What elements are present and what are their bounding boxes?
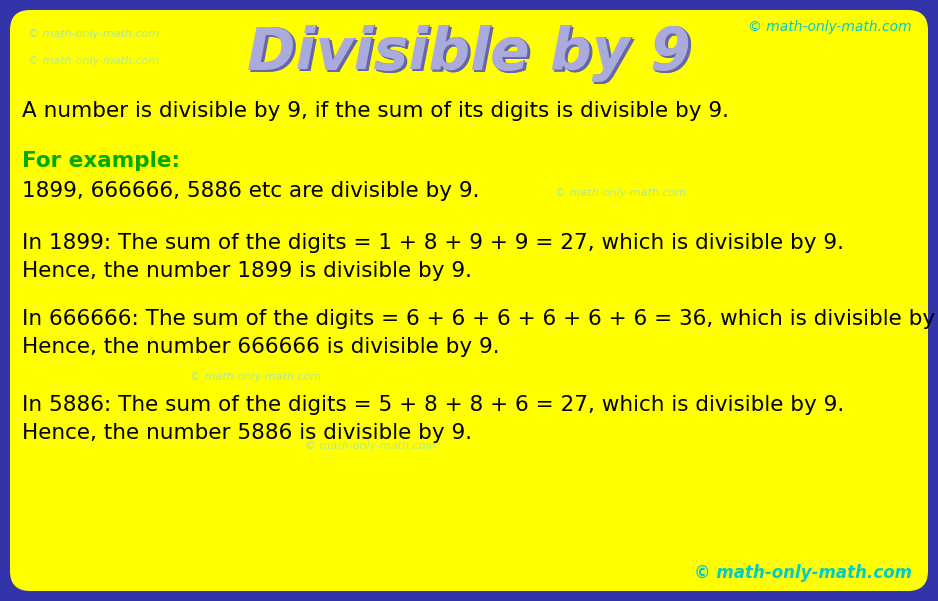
Text: © math-only-math.com: © math-only-math.com — [190, 372, 321, 382]
Text: In 5886: The sum of the digits = 5 + 8 + 8 + 6 = 27, which is divisible by 9.: In 5886: The sum of the digits = 5 + 8 +… — [22, 395, 844, 415]
Text: Divisible by 9: Divisible by 9 — [249, 25, 692, 82]
Text: Divisible by 9: Divisible by 9 — [250, 28, 694, 85]
Text: Hence, the number 666666 is divisible by 9.: Hence, the number 666666 is divisible by… — [22, 337, 500, 357]
Text: In 666666: The sum of the digits = 6 + 6 + 6 + 6 + 6 + 6 = 36, which is divisibl: In 666666: The sum of the digits = 6 + 6… — [22, 309, 938, 329]
Text: For example:: For example: — [22, 151, 180, 171]
Text: 1899, 666666, 5886 etc are divisible by 9.: 1899, 666666, 5886 etc are divisible by … — [22, 181, 479, 201]
Text: © math-only-math.com: © math-only-math.com — [28, 29, 159, 39]
Text: © math-only-math.com: © math-only-math.com — [694, 564, 912, 582]
FancyBboxPatch shape — [10, 10, 928, 591]
Text: © math-only-math.com: © math-only-math.com — [555, 188, 687, 198]
Text: Divisible by 9: Divisible by 9 — [250, 26, 693, 84]
Text: Hence, the number 5886 is divisible by 9.: Hence, the number 5886 is divisible by 9… — [22, 423, 472, 443]
Text: Hence, the number 1899 is divisible by 9.: Hence, the number 1899 is divisible by 9… — [22, 261, 472, 281]
Text: Divisible by 9: Divisible by 9 — [247, 25, 691, 82]
Text: © math-only-math.com: © math-only-math.com — [305, 441, 436, 451]
Text: © math-only-math.com: © math-only-math.com — [749, 20, 912, 34]
Text: In 1899: The sum of the digits = 1 + 8 + 9 + 9 = 27, which is divisible by 9.: In 1899: The sum of the digits = 1 + 8 +… — [22, 233, 844, 253]
Text: A number is divisible by 9, if the sum of its digits is divisible by 9.: A number is divisible by 9, if the sum o… — [22, 101, 729, 121]
Text: © math-only-math.com: © math-only-math.com — [28, 56, 159, 66]
